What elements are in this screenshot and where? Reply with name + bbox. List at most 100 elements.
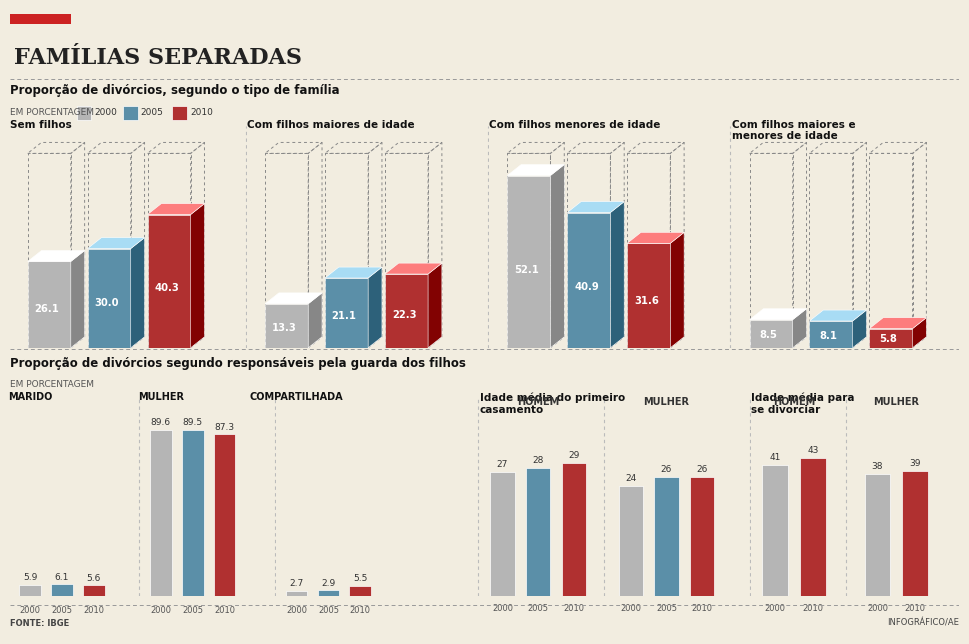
Polygon shape [28, 251, 84, 261]
Bar [123, 106, 138, 120]
Text: Idade média do primeiro
casamento: Idade média do primeiro casamento [480, 393, 625, 415]
Bar [51, 584, 73, 596]
Text: 26: 26 [697, 465, 708, 474]
Polygon shape [385, 263, 442, 274]
Text: 27: 27 [497, 460, 508, 469]
Text: 2010: 2010 [83, 606, 105, 615]
Text: 89.5: 89.5 [183, 419, 203, 428]
Text: MULHER: MULHER [643, 397, 690, 407]
Polygon shape [610, 202, 624, 348]
Polygon shape [508, 165, 564, 176]
Text: 2005: 2005 [656, 605, 677, 614]
Text: Proporção de divórcios, segundo o tipo de família: Proporção de divórcios, segundo o tipo d… [10, 84, 339, 97]
Text: 2000: 2000 [150, 606, 172, 615]
Polygon shape [325, 278, 368, 348]
Text: 2010: 2010 [692, 605, 713, 614]
Text: Com filhos maiores e
menores de idade: Com filhos maiores e menores de idade [732, 120, 856, 141]
Text: 87.3: 87.3 [214, 422, 234, 431]
Bar [562, 464, 586, 596]
Text: 39: 39 [910, 459, 922, 468]
Text: 29: 29 [568, 451, 579, 460]
Polygon shape [869, 317, 926, 328]
Polygon shape [869, 328, 913, 348]
Text: 21.1: 21.1 [331, 311, 357, 321]
Polygon shape [913, 317, 926, 348]
Text: 2000: 2000 [620, 605, 641, 614]
Polygon shape [809, 321, 853, 348]
Polygon shape [671, 232, 684, 348]
Bar [172, 106, 187, 120]
Text: 26.1: 26.1 [35, 304, 59, 314]
Polygon shape [550, 165, 564, 348]
Text: EM PORCENTAGEM: EM PORCENTAGEM [10, 108, 94, 117]
Text: HOMEM: HOMEM [773, 397, 815, 407]
Text: 8.1: 8.1 [820, 331, 837, 341]
Text: 22.3: 22.3 [391, 310, 417, 319]
Text: 40.3: 40.3 [154, 283, 179, 293]
Text: 2005: 2005 [141, 108, 164, 117]
Polygon shape [131, 238, 144, 348]
Text: Proporção de divórcios segundo responsáveis pela guarda dos filhos: Proporção de divórcios segundo responsáv… [10, 357, 465, 370]
Polygon shape [308, 293, 322, 348]
Bar [83, 585, 105, 596]
Text: 41: 41 [769, 453, 781, 462]
Text: INFOGRÁFICO/AE: INFOGRÁFICO/AE [888, 619, 959, 627]
Text: 2005: 2005 [318, 606, 339, 615]
Text: Sem filhos: Sem filhos [10, 120, 72, 129]
Text: 2005: 2005 [51, 606, 73, 615]
Text: COMPARTILHADA: COMPARTILHADA [250, 392, 343, 402]
Bar [490, 473, 515, 596]
Text: 89.6: 89.6 [151, 419, 171, 428]
Text: HOMEM: HOMEM [517, 397, 559, 407]
Polygon shape [147, 214, 191, 348]
Text: FAMÍLIAS SEPARADAS: FAMÍLIAS SEPARADAS [15, 47, 302, 69]
Polygon shape [28, 261, 71, 348]
Bar [526, 468, 550, 596]
Polygon shape [87, 249, 131, 348]
Text: 2010: 2010 [350, 606, 371, 615]
Bar [902, 471, 928, 596]
Polygon shape [428, 263, 442, 348]
Polygon shape [627, 232, 684, 243]
Bar [10, 14, 72, 24]
Text: Com filhos maiores de idade: Com filhos maiores de idade [247, 120, 415, 129]
Text: 40.9: 40.9 [574, 282, 599, 292]
Polygon shape [71, 251, 84, 348]
Text: 30.0: 30.0 [95, 298, 119, 308]
Bar [619, 486, 643, 596]
Polygon shape [627, 243, 671, 348]
Bar [318, 591, 339, 596]
Text: 43: 43 [807, 446, 819, 455]
Text: 13.3: 13.3 [272, 323, 297, 333]
Polygon shape [266, 293, 322, 304]
Text: 2000: 2000 [94, 108, 117, 117]
Text: EM PORCENTAGEM: EM PORCENTAGEM [10, 381, 94, 389]
Text: Idade média para
se divorciar: Idade média para se divorciar [751, 393, 855, 415]
Polygon shape [325, 267, 382, 278]
Bar [864, 475, 891, 596]
Polygon shape [793, 308, 806, 348]
Text: 2.9: 2.9 [322, 578, 335, 587]
Polygon shape [385, 274, 428, 348]
Text: 2000: 2000 [286, 606, 307, 615]
Bar [182, 430, 203, 596]
Bar [286, 591, 307, 596]
Text: 2010: 2010 [563, 605, 584, 614]
Polygon shape [567, 202, 624, 213]
Polygon shape [368, 267, 382, 348]
Polygon shape [853, 310, 866, 348]
Polygon shape [147, 204, 204, 214]
Text: 2010: 2010 [802, 605, 824, 614]
Text: 2010: 2010 [905, 605, 925, 614]
Text: FONTE: IBGE: FONTE: IBGE [10, 619, 69, 627]
Text: 24: 24 [625, 474, 637, 483]
Bar [214, 434, 235, 596]
Bar [150, 430, 172, 596]
Bar [690, 477, 714, 596]
Polygon shape [567, 213, 610, 348]
Bar [763, 465, 788, 596]
Text: 6.1: 6.1 [55, 573, 69, 582]
Text: 26: 26 [661, 465, 672, 474]
Text: 28: 28 [532, 456, 544, 465]
Text: 8.5: 8.5 [760, 330, 778, 340]
